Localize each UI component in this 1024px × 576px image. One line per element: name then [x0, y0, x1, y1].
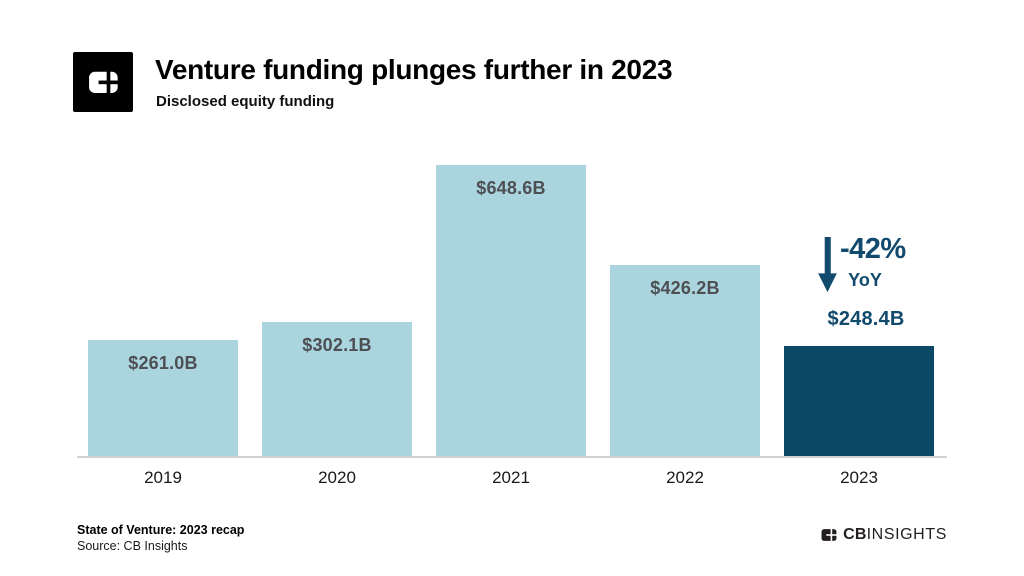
- brand-cb-text: CB: [843, 526, 867, 543]
- highlight-bar-value-label: $248.4B: [827, 308, 905, 330]
- brand-insights-text: INSIGHTS: [866, 526, 947, 543]
- bar-value-label: $426.2B: [650, 278, 720, 298]
- yoy-delta-label: -42%: [840, 233, 906, 265]
- yoy-period-label: YoY: [848, 270, 882, 290]
- footer-source: Source: CB Insights: [77, 539, 188, 553]
- bar-2019: $261.0B: [88, 340, 238, 458]
- page-title: Venture funding plunges further in 2023: [155, 54, 673, 85]
- bar-value-label: $261.0B: [128, 353, 198, 373]
- bar-value-label: $648.6B: [476, 178, 546, 198]
- bar-value-label: $302.1B: [302, 335, 372, 355]
- x-tick-2020: 2020: [318, 468, 356, 487]
- bar-2023-highlighted: [784, 346, 934, 458]
- x-tick-2023: 2023: [840, 468, 878, 487]
- footer-report-title: State of Venture: 2023 recap: [77, 523, 245, 537]
- bar-2020: $302.1B: [262, 322, 412, 458]
- x-tick-2019: 2019: [144, 468, 182, 487]
- cb-insights-logo-icon: [73, 52, 133, 112]
- x-tick-2021: 2021: [492, 468, 530, 487]
- x-tick-2022: 2022: [666, 468, 704, 487]
- bar-2022: $426.2B: [610, 265, 760, 458]
- bar-2021: $648.6B: [436, 165, 586, 458]
- cb-logomark-small-icon: [821, 528, 838, 542]
- page-subtitle: Disclosed equity funding: [156, 93, 335, 110]
- cb-insights-wordmark: CB INSIGHTS: [820, 526, 947, 544]
- x-axis-line: [77, 456, 947, 458]
- down-arrow-icon: [818, 237, 837, 293]
- cb-logomark-icon: [89, 68, 120, 96]
